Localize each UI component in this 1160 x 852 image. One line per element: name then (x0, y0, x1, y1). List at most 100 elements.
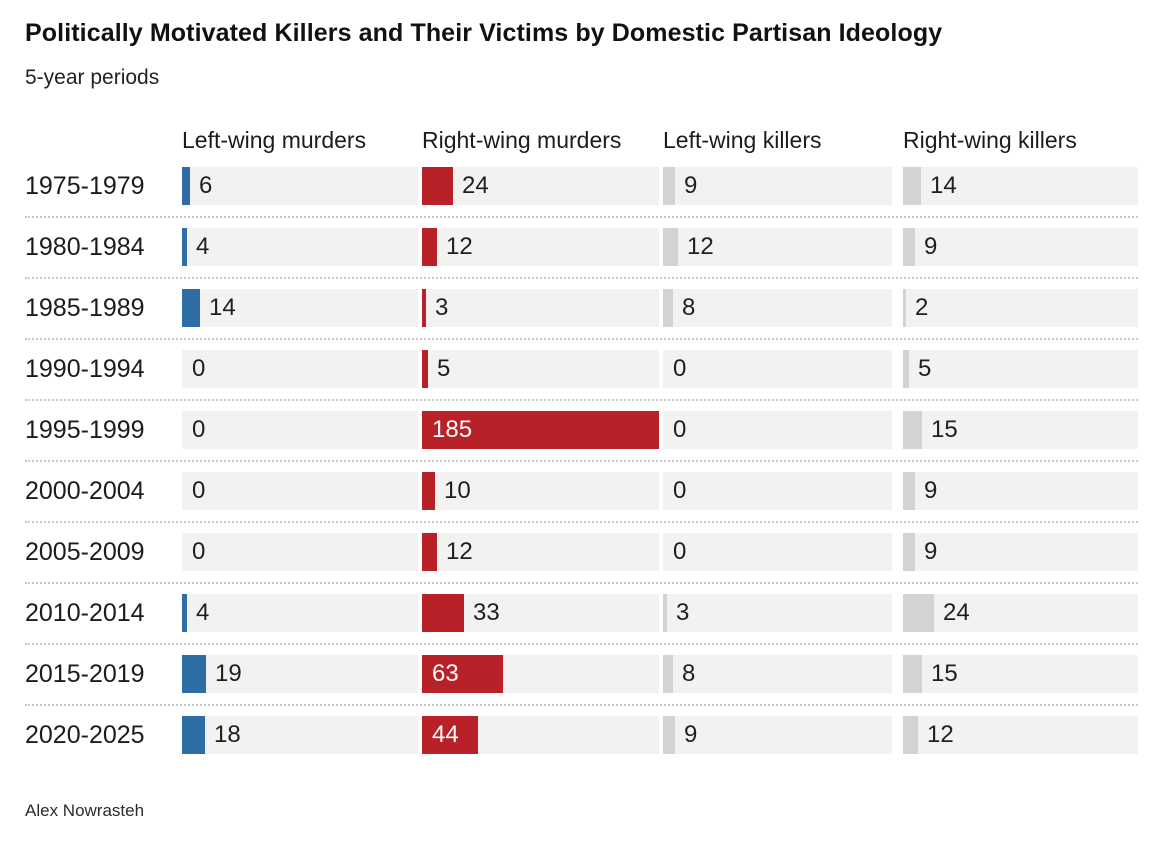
bar-value-label: 4 (196, 599, 210, 627)
bar-value-label: 12 (446, 538, 473, 566)
row-separator (25, 215, 1138, 218)
bar-cell: 63 (422, 655, 663, 694)
bar-track: 0 (182, 533, 418, 572)
period-label: 1975-1979 (25, 171, 145, 200)
bar-track: 33 (422, 594, 659, 633)
bar-left-wing-killers (663, 716, 675, 755)
bar-value-label: 3 (435, 294, 449, 322)
bar-value-label: 12 (687, 233, 714, 261)
bar-cell: 15 (903, 411, 1138, 450)
bar-right-wing-murders: 44 (422, 716, 478, 755)
chart-row: 1990-1994 0 5 0 5 (25, 350, 1138, 389)
bar-cell: 6 (182, 167, 422, 206)
bar-track: 0 (182, 472, 418, 511)
bar-track: 4 (182, 228, 418, 267)
bar-value-label: 5 (918, 355, 932, 383)
bar-cell: 8 (663, 289, 903, 328)
period-label: 1995-1999 (25, 415, 145, 444)
bar-cell: 3 (422, 289, 663, 328)
period-label: 2005-2009 (25, 537, 145, 566)
bar-track: 2 (903, 289, 1138, 328)
bar-cell: 18 (182, 716, 422, 755)
bar-right-wing-murders: 63 (422, 655, 503, 694)
bar-value-label: 24 (943, 599, 970, 627)
chart-row: 1975-1979 6 24 9 14 (25, 167, 1138, 206)
bar-track: 19 (182, 655, 418, 694)
bar-right-wing-killers (903, 350, 909, 389)
bar-right-wing-murders: 185 (422, 411, 659, 450)
bar-value-label: 33 (473, 599, 500, 627)
row-separator (25, 703, 1138, 706)
bar-right-wing-killers (903, 167, 921, 206)
bar-value-label: 0 (192, 538, 206, 566)
bar-track: 3 (422, 289, 659, 328)
bar-value-label: 185 (432, 416, 473, 444)
bar-track: 12 (422, 228, 659, 267)
bar-value-label: 24 (462, 172, 489, 200)
bar-value-label: 0 (673, 538, 687, 566)
bar-cell: 0 (182, 350, 422, 389)
column-headers: Left-wing murders Right-wing murders Lef… (25, 127, 1138, 155)
bar-value-label: 0 (673, 477, 687, 505)
bar-value-label: 0 (673, 355, 687, 383)
bar-cell: 0 (182, 472, 422, 511)
bar-value-label: 8 (682, 660, 696, 688)
bar-track: 18 (182, 716, 418, 755)
bar-value-label: 12 (927, 721, 954, 749)
bar-right-wing-murders (422, 472, 435, 511)
bar-value-label: 63 (432, 660, 459, 688)
bar-value-label: 44 (432, 721, 459, 749)
bar-track: 14 (182, 289, 418, 328)
chart-row: 1980-1984 4 12 12 9 (25, 228, 1138, 267)
bar-cell: 14 (903, 167, 1138, 206)
bar-value-label: 9 (684, 172, 698, 200)
bar-left-wing-killers (663, 228, 678, 267)
bar-cell: 12 (903, 716, 1138, 755)
bar-track: 9 (903, 533, 1138, 572)
bar-cell: 9 (663, 167, 903, 206)
bar-track: 0 (663, 350, 892, 389)
bar-cell: 3 (663, 594, 903, 633)
bar-left-wing-murders (182, 228, 187, 267)
bar-right-wing-killers (903, 655, 922, 694)
bar-value-label: 15 (931, 660, 958, 688)
bar-right-wing-killers (903, 533, 915, 572)
bar-cell: 4 (182, 594, 422, 633)
bar-track: 0 (663, 411, 892, 450)
bar-left-wing-murders (182, 594, 187, 633)
bar-cell: 10 (422, 472, 663, 511)
bar-value-label: 9 (924, 477, 938, 505)
bar-value-label: 4 (196, 233, 210, 261)
source-credit: Alex Nowrasteh (25, 801, 145, 821)
period-label: 1980-1984 (25, 232, 145, 261)
bar-value-label: 18 (214, 721, 241, 749)
chart-row: 2005-2009 0 12 0 9 (25, 533, 1138, 572)
bar-right-wing-killers (903, 716, 918, 755)
bar-value-label: 10 (444, 477, 471, 505)
bar-cell: 4 (182, 228, 422, 267)
chart-row: 2000-2004 0 10 0 9 (25, 472, 1138, 511)
bar-track: 44 (422, 716, 659, 755)
bar-cell: 12 (422, 228, 663, 267)
bar-track: 0 (182, 350, 418, 389)
bar-track: 3 (663, 594, 892, 633)
bar-track: 9 (903, 228, 1138, 267)
period-label: 2020-2025 (25, 720, 145, 749)
bar-cell: 5 (422, 350, 663, 389)
header-left-wing-killers: Left-wing killers (663, 126, 822, 153)
chart-subtitle: 5-year periods (25, 66, 160, 90)
bar-value-label: 9 (924, 233, 938, 261)
bar-right-wing-murders (422, 594, 464, 633)
bar-cell: 0 (663, 411, 903, 450)
bar-value-label: 14 (930, 172, 957, 200)
bar-right-wing-murders (422, 350, 428, 389)
bar-value-label: 0 (192, 416, 206, 444)
bar-cell: 12 (663, 228, 903, 267)
bar-cell: 9 (903, 472, 1138, 511)
row-separator (25, 459, 1138, 462)
bar-right-wing-killers (903, 411, 922, 450)
bar-track: 14 (903, 167, 1138, 206)
bar-value-label: 0 (673, 416, 687, 444)
bar-value-label: 9 (684, 721, 698, 749)
bar-track: 12 (422, 533, 659, 572)
